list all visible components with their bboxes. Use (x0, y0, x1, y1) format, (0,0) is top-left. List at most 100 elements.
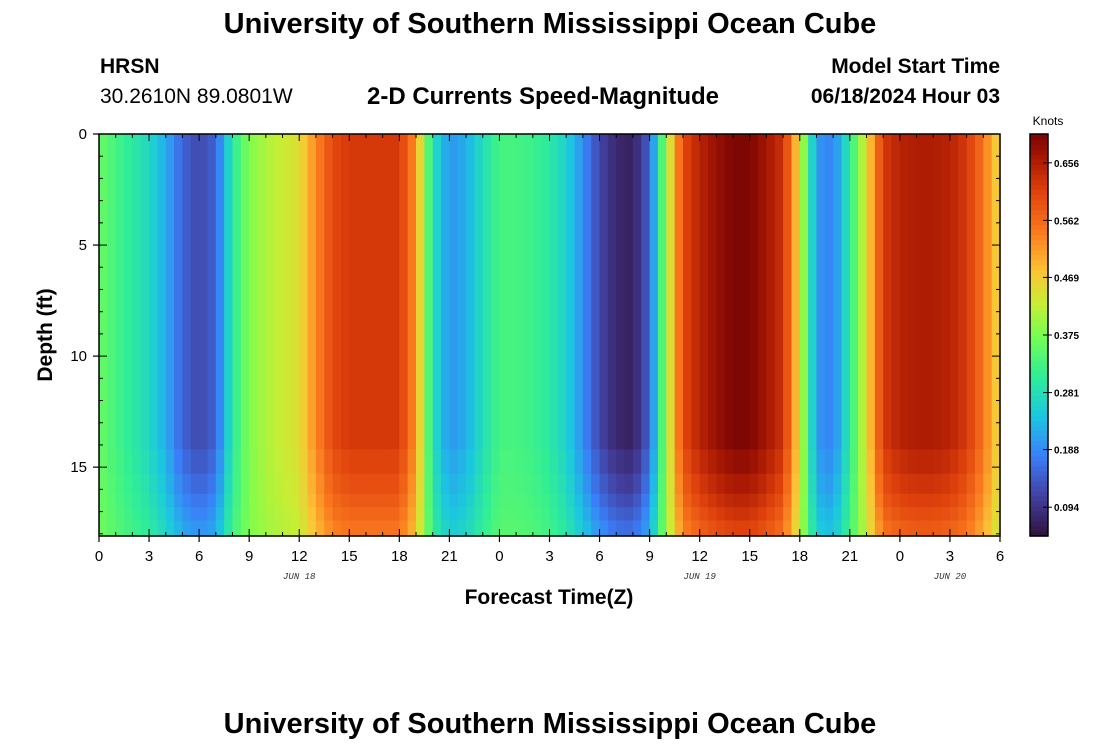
heatmap-cell (132, 134, 142, 450)
x-tick-label: 0 (495, 548, 503, 565)
heatmap-cell (674, 507, 684, 522)
heatmap-cell (149, 507, 158, 522)
heatmap-cell (908, 134, 918, 450)
heatmap-cell (774, 449, 784, 475)
colorbar-label: Knots (1033, 114, 1064, 128)
colorbar-segment (1030, 329, 1048, 336)
heatmap-cell (599, 473, 609, 495)
heatmap-cell (607, 473, 617, 495)
heatmap-cell (115, 473, 125, 495)
x-tick-label: 0 (95, 548, 103, 565)
colorbar-segment (1030, 370, 1048, 376)
model-start-value: 06/18/2024 Hour 03 (810, 85, 1000, 108)
heatmap-cell (599, 449, 609, 475)
heatmap-cell (207, 134, 217, 450)
heatmap-cell (924, 473, 934, 495)
heatmap-cell (190, 493, 200, 508)
heatmap-cell (474, 493, 484, 508)
colorbar-segment (1030, 154, 1048, 160)
heatmap-cell (340, 449, 350, 475)
heatmap-cell (524, 520, 534, 537)
heatmap-cell (416, 520, 425, 537)
heatmap-cell (541, 520, 551, 537)
heatmap-cell (666, 449, 676, 475)
heatmap-cell (758, 507, 767, 522)
heatmap-cell (149, 493, 158, 508)
heatmap-cell (340, 473, 350, 495)
heatmap-cell (407, 507, 417, 522)
heatmap-cell (741, 493, 751, 508)
heatmap-cell (724, 493, 734, 508)
heatmap-cell (249, 493, 259, 508)
heatmap-cell (474, 473, 484, 495)
heatmap-cell (516, 493, 526, 508)
heatmap-cell (766, 507, 776, 522)
heatmap-cell (365, 493, 375, 508)
heatmap-cell (466, 473, 476, 495)
heatmap-cell (774, 493, 784, 508)
heatmap-cell (833, 134, 843, 450)
x-tick-label: 15 (741, 548, 758, 565)
colorbar-segment (1030, 239, 1048, 246)
heatmap-cell (232, 473, 242, 495)
heatmap-cell (199, 473, 209, 495)
heatmap-cell (724, 134, 734, 450)
colorbar-segment (1030, 324, 1048, 331)
heatmap-cell (799, 493, 809, 508)
colorbar-segment (1030, 199, 1048, 205)
heatmap-cell (816, 449, 826, 475)
heatmap-cell (699, 134, 709, 450)
heatmap-cell (157, 493, 167, 508)
colorbar-segment (1030, 380, 1048, 386)
heatmap-cell (908, 493, 918, 508)
heatmap-cell (716, 520, 726, 537)
heatmap-cell (190, 134, 200, 450)
heatmap-cell (324, 134, 334, 450)
heatmap-cell (349, 520, 359, 537)
colorbar-tick-label: 0.656 (1054, 159, 1079, 170)
heatmap-cell (140, 520, 150, 537)
heatmap-cell (99, 473, 108, 495)
heatmap-cell (290, 134, 300, 450)
heatmap-cell (307, 449, 317, 475)
colorbar-segment (1030, 309, 1048, 316)
colorbar-segment (1030, 360, 1048, 366)
heatmap-cell (215, 520, 225, 537)
heatmap-cell (215, 493, 225, 508)
heatmap-cell (132, 507, 142, 522)
heatmap-cell (182, 134, 192, 450)
heatmap-cell (641, 520, 651, 537)
heatmap-cell (424, 449, 434, 475)
colorbar-segment (1030, 294, 1048, 301)
date-label: JUN 20 (934, 572, 967, 582)
y-tick-label: 5 (79, 237, 87, 254)
heatmap-cell (249, 507, 259, 522)
heatmap-cell (365, 134, 375, 450)
colorbar-segment (1030, 365, 1048, 371)
heatmap-cell (949, 507, 959, 522)
heatmap-cell (99, 493, 108, 508)
colorbar-segment (1030, 314, 1048, 321)
heatmap-cell (374, 507, 384, 522)
heatmap-cell (791, 493, 801, 508)
heatmap-cell (265, 449, 275, 475)
heatmap-cell (407, 493, 417, 508)
heatmap-cell (841, 493, 851, 508)
heatmap-cell (340, 520, 350, 537)
heatmap-cell (908, 520, 918, 537)
heatmap-cell (566, 507, 576, 522)
heatmap-cell (741, 449, 751, 475)
heatmap-cell (641, 507, 651, 522)
heatmap-cell (941, 449, 951, 475)
heatmap-cell (174, 493, 184, 508)
heatmap-cell (741, 507, 751, 522)
heatmap-cell (466, 520, 476, 537)
heatmap-cell (641, 473, 651, 495)
heatmap-cell (441, 473, 450, 495)
heatmap-cell (766, 493, 776, 508)
heatmap-cell (766, 134, 776, 450)
heatmap-cell (257, 449, 267, 475)
heatmap-cell (99, 449, 108, 475)
heatmap-cell (833, 449, 843, 475)
heatmap-cell (808, 507, 818, 522)
